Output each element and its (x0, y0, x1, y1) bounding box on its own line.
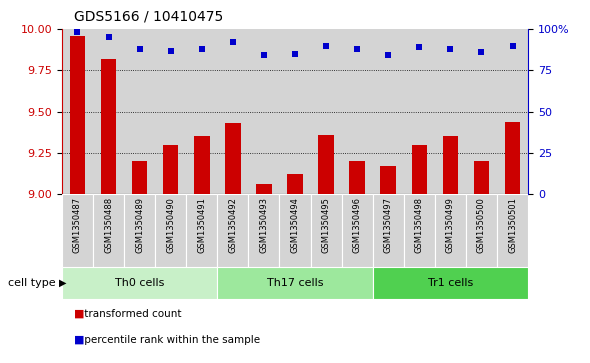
Bar (497, 29, 528, 194)
Bar (373, 194, 404, 267)
Bar (93, 194, 124, 267)
Text: GSM1350497: GSM1350497 (384, 197, 393, 253)
Bar (248, 29, 280, 194)
Text: GSM1350493: GSM1350493 (260, 197, 268, 253)
Point (73, 29, 82, 35)
Point (104, 34, 113, 40)
Bar (466, 29, 497, 194)
Bar (442, 136, 458, 194)
Text: GSM1350487: GSM1350487 (73, 197, 82, 253)
Bar (342, 194, 373, 267)
Bar (62, 194, 93, 267)
Bar (349, 161, 365, 194)
Text: ■: ■ (74, 309, 84, 319)
Text: GSM1350492: GSM1350492 (228, 197, 237, 253)
Text: transformed count: transformed count (81, 309, 181, 319)
Text: GSM1350489: GSM1350489 (135, 197, 144, 253)
Bar (411, 144, 427, 194)
Bar (194, 136, 209, 194)
Bar (248, 194, 280, 267)
Point (166, 48, 175, 53)
Bar (373, 267, 528, 299)
Text: GSM1350494: GSM1350494 (290, 197, 300, 253)
Bar (474, 161, 489, 194)
Text: GDS5166 / 10410475: GDS5166 / 10410475 (74, 9, 223, 23)
Text: ■: ■ (74, 335, 84, 345)
Point (290, 51, 300, 57)
Bar (318, 135, 334, 194)
Bar (504, 122, 520, 194)
Bar (225, 123, 241, 194)
Bar (310, 194, 342, 267)
Point (384, 53, 393, 58)
Bar (404, 194, 435, 267)
Bar (287, 174, 303, 194)
Point (135, 46, 145, 52)
Bar (186, 29, 217, 194)
Point (508, 42, 517, 48)
Bar (163, 144, 178, 194)
Text: ▶: ▶ (59, 278, 67, 288)
Point (259, 53, 268, 58)
Bar (217, 194, 248, 267)
Text: Th17 cells: Th17 cells (267, 278, 323, 288)
Text: GSM1350491: GSM1350491 (197, 197, 206, 253)
Point (477, 49, 486, 55)
Bar (342, 29, 373, 194)
Point (228, 39, 238, 45)
Bar (310, 29, 342, 194)
Bar (381, 166, 396, 194)
Text: Tr1 cells: Tr1 cells (428, 278, 473, 288)
Bar (124, 29, 155, 194)
Text: cell type: cell type (8, 278, 59, 288)
Bar (280, 194, 310, 267)
Point (445, 46, 455, 52)
Text: percentile rank within the sample: percentile rank within the sample (81, 335, 260, 345)
Text: Th0 cells: Th0 cells (115, 278, 165, 288)
Bar (186, 194, 217, 267)
Bar (217, 29, 248, 194)
Bar (155, 29, 186, 194)
Bar (280, 29, 310, 194)
Point (415, 44, 424, 50)
Bar (466, 194, 497, 267)
Bar (373, 29, 404, 194)
Bar (217, 267, 373, 299)
Bar (124, 194, 155, 267)
Bar (132, 161, 148, 194)
Text: GSM1350500: GSM1350500 (477, 197, 486, 253)
Bar (497, 194, 528, 267)
Text: GSM1350490: GSM1350490 (166, 197, 175, 253)
Bar (62, 29, 93, 194)
Text: GSM1350499: GSM1350499 (446, 197, 455, 253)
Bar (70, 36, 85, 194)
Text: GSM1350495: GSM1350495 (322, 197, 330, 253)
Bar (256, 184, 271, 194)
Text: GSM1350496: GSM1350496 (353, 197, 362, 253)
Text: GSM1350501: GSM1350501 (508, 197, 517, 253)
Point (352, 46, 362, 52)
Point (197, 46, 206, 52)
Text: GSM1350498: GSM1350498 (415, 197, 424, 253)
Text: GSM1350488: GSM1350488 (104, 197, 113, 253)
Bar (435, 194, 466, 267)
Bar (101, 59, 116, 194)
Bar (62, 267, 217, 299)
Bar (155, 194, 186, 267)
Point (322, 42, 331, 48)
Bar (93, 29, 124, 194)
Bar (435, 29, 466, 194)
Bar (404, 29, 435, 194)
